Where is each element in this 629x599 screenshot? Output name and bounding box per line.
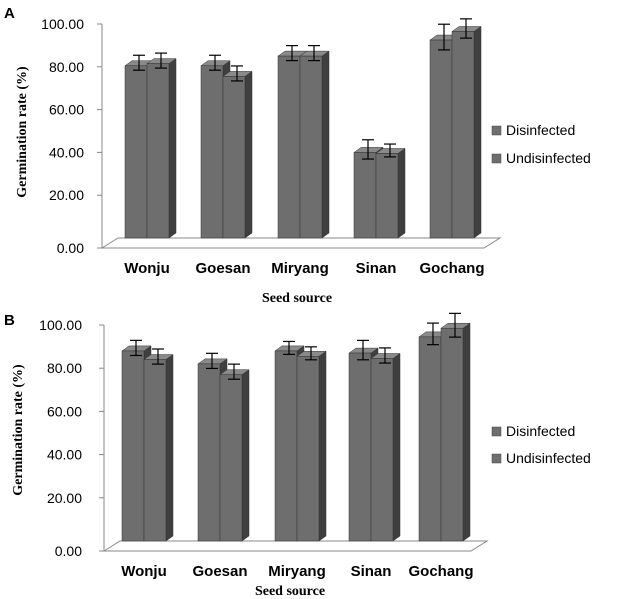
bar-undisinfected-sinan xyxy=(375,147,406,239)
y-tick-label: 100.00 xyxy=(41,16,84,32)
error-bar xyxy=(357,339,369,361)
y-tick-label: 100.00 xyxy=(39,317,82,333)
panel-label: A xyxy=(4,5,15,22)
x-category-label: Goesan xyxy=(192,563,247,580)
legend-swatch xyxy=(491,125,502,136)
x-category-label: Sinan xyxy=(351,563,392,580)
floor-plane xyxy=(100,237,502,249)
floor-plane xyxy=(102,540,489,552)
x-category-label: Sinan xyxy=(356,260,397,277)
error-bar xyxy=(362,139,374,160)
error-bar xyxy=(209,54,221,71)
x-category-label: Wonju xyxy=(124,260,170,277)
y-tick-label: 60.00 xyxy=(49,102,84,118)
error-bar xyxy=(379,347,391,364)
error-bar xyxy=(130,339,142,357)
x-category-label: Miryang xyxy=(271,260,329,277)
y-tick-label: 80.00 xyxy=(47,360,82,376)
legend-label: Disinfected xyxy=(506,423,575,439)
bar-undisinfected-sinan xyxy=(370,352,401,542)
x-category-label: Gochang xyxy=(419,260,484,277)
error-bar xyxy=(286,45,298,62)
error-bar xyxy=(283,340,295,355)
y-tick-label: 40.00 xyxy=(47,447,82,463)
y-tick-label: 20.00 xyxy=(49,187,84,203)
x-category-label: Gochang xyxy=(408,563,473,580)
x-category-label: Wonju xyxy=(121,563,167,580)
x-axis-title: Seed source xyxy=(262,291,332,306)
error-bar xyxy=(231,65,243,82)
y-tick-label: 0.00 xyxy=(57,240,84,256)
legend-label: Disinfected xyxy=(506,122,575,138)
legend: Disinfected Undisinfected xyxy=(491,423,591,466)
legend-swatch xyxy=(491,453,502,464)
bar-undisinfected-miryang xyxy=(296,350,327,542)
error-bar xyxy=(449,312,461,338)
x-category-label: Goesan xyxy=(195,260,250,277)
y-tick-label: 60.00 xyxy=(47,403,82,419)
y-tick-label: 20.00 xyxy=(47,490,82,506)
y-tick-label: 40.00 xyxy=(49,144,84,160)
error-bar xyxy=(438,23,450,51)
bar-undisinfected-miryang xyxy=(299,50,330,239)
y-tick-label: 0.00 xyxy=(55,543,82,559)
error-bar xyxy=(308,45,320,62)
bar-undisinfected-gochang xyxy=(451,26,482,239)
chart-panel-a: A Germination rate (%) Seed source 0.00 2… xyxy=(4,5,591,306)
y-tick-label: 80.00 xyxy=(49,59,84,75)
bar-undisinfected-wonju xyxy=(146,58,177,239)
y-axis-title: Germination rate (%) xyxy=(11,364,26,496)
error-bar xyxy=(228,363,240,380)
legend-swatch xyxy=(491,153,502,164)
panel-label: B xyxy=(4,312,15,329)
error-bar xyxy=(155,52,167,69)
bar-undisinfected-wonju xyxy=(143,354,174,542)
y-axis-title: Germination rate (%) xyxy=(15,66,30,198)
bar-undisinfected-gochang xyxy=(440,322,471,542)
error-bar xyxy=(133,54,145,71)
error-bar xyxy=(152,348,164,365)
error-bar xyxy=(427,322,439,346)
error-bar xyxy=(460,18,472,39)
x-axis-title: Seed source xyxy=(255,584,325,599)
error-bar xyxy=(305,346,317,361)
chart-panel-b: B Germination rate (%) Seed source 0.00 2… xyxy=(4,312,591,599)
bar-undisinfected-goesan xyxy=(219,369,250,542)
error-bar xyxy=(206,352,218,370)
legend-label: Undisinfected xyxy=(506,450,591,466)
x-category-label: Miryang xyxy=(268,563,326,580)
legend: Disinfected Undisinfected xyxy=(491,122,591,166)
legend-label: Undisinfected xyxy=(506,150,591,166)
legend-swatch xyxy=(491,426,502,437)
bar-undisinfected-goesan xyxy=(222,70,253,239)
error-bar xyxy=(384,143,396,158)
